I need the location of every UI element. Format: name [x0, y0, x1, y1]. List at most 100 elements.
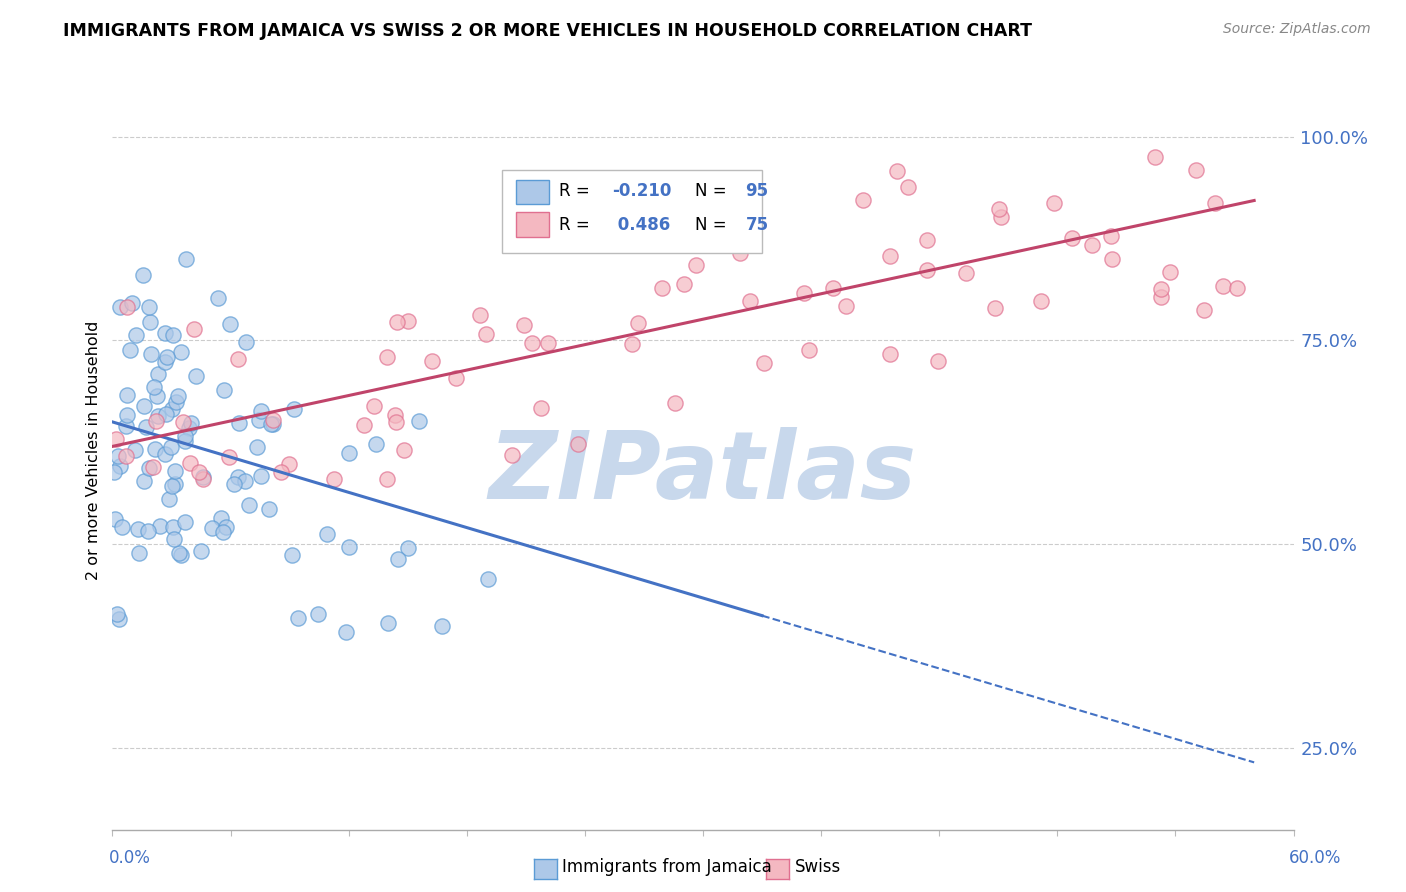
Point: [1192, 302, 1215, 317]
Point: [142, 459, 165, 474]
Point: [262, 417, 284, 431]
Point: [262, 413, 284, 427]
Point: [799, 343, 821, 357]
FancyBboxPatch shape: [502, 170, 762, 253]
Point: [1149, 290, 1171, 304]
Point: [793, 285, 815, 300]
Point: [121, 296, 143, 310]
Point: [322, 472, 344, 486]
Point: [156, 351, 179, 365]
Point: [170, 344, 193, 359]
Point: [146, 388, 169, 402]
Point: [143, 442, 166, 457]
Point: [120, 343, 142, 357]
Point: [139, 346, 162, 360]
Point: [651, 281, 673, 295]
Point: [520, 336, 543, 351]
Point: [107, 449, 129, 463]
Point: [283, 402, 305, 417]
Text: Source: ZipAtlas.com: Source: ZipAtlas.com: [1223, 22, 1371, 37]
Point: [280, 549, 302, 563]
Point: [172, 415, 194, 429]
Point: [477, 572, 499, 586]
Point: [115, 418, 138, 433]
Text: N =: N =: [695, 182, 731, 200]
Point: [174, 434, 197, 448]
Point: [249, 404, 271, 418]
Point: [738, 293, 761, 308]
Point: [180, 416, 202, 430]
Point: [387, 315, 409, 329]
Point: [218, 450, 240, 464]
Point: [124, 443, 146, 458]
Point: [1031, 293, 1053, 308]
Point: [513, 318, 536, 333]
Point: [127, 522, 149, 536]
Point: [728, 245, 751, 260]
Point: [238, 498, 260, 512]
Point: [160, 401, 183, 416]
Point: [270, 465, 292, 479]
Text: -0.210: -0.210: [612, 182, 672, 200]
Point: [155, 407, 177, 421]
Point: [685, 259, 707, 273]
Point: [1101, 252, 1123, 266]
Point: [134, 475, 156, 489]
Point: [245, 440, 267, 454]
Point: [474, 327, 496, 342]
Point: [155, 447, 177, 461]
Point: [278, 457, 301, 471]
Text: 0.0%: 0.0%: [108, 849, 150, 867]
Point: [103, 466, 125, 480]
Point: [375, 472, 398, 486]
Point: [1080, 237, 1102, 252]
Point: [1150, 282, 1173, 296]
Point: [335, 625, 357, 640]
Point: [235, 334, 257, 349]
Point: [214, 384, 236, 398]
Point: [626, 317, 648, 331]
Point: [191, 472, 214, 486]
Point: [228, 416, 250, 430]
Point: [375, 350, 398, 364]
Point: [125, 327, 148, 342]
Y-axis label: 2 or more Vehicles in Household: 2 or more Vehicles in Household: [86, 321, 101, 580]
Point: [364, 436, 387, 450]
Point: [897, 180, 920, 194]
Point: [1226, 281, 1249, 295]
Point: [1204, 196, 1226, 211]
Point: [250, 469, 273, 483]
Point: [852, 193, 875, 207]
Text: Swiss: Swiss: [794, 858, 841, 876]
Point: [363, 399, 385, 413]
Point: [260, 417, 283, 431]
Point: [752, 356, 775, 370]
Point: [162, 519, 184, 533]
Point: [1099, 229, 1122, 244]
Point: [468, 308, 491, 322]
Point: [145, 414, 167, 428]
Point: [396, 541, 419, 555]
Point: [621, 337, 644, 351]
Point: [163, 532, 186, 546]
Point: [214, 520, 236, 534]
Point: [146, 409, 169, 423]
Point: [337, 446, 360, 460]
Text: R =: R =: [560, 216, 595, 234]
Point: [987, 202, 1010, 216]
Point: [224, 477, 246, 491]
Point: [167, 389, 190, 403]
Text: 0.486: 0.486: [612, 216, 671, 234]
Point: [879, 347, 901, 361]
Point: [135, 419, 157, 434]
Point: [287, 611, 309, 625]
Point: [160, 440, 183, 454]
Point: [915, 263, 938, 277]
Point: [108, 458, 131, 473]
Point: [1043, 196, 1066, 211]
Point: [115, 409, 138, 423]
Point: [537, 336, 560, 351]
Point: [174, 515, 197, 529]
Point: [530, 401, 553, 416]
Point: [835, 299, 858, 313]
